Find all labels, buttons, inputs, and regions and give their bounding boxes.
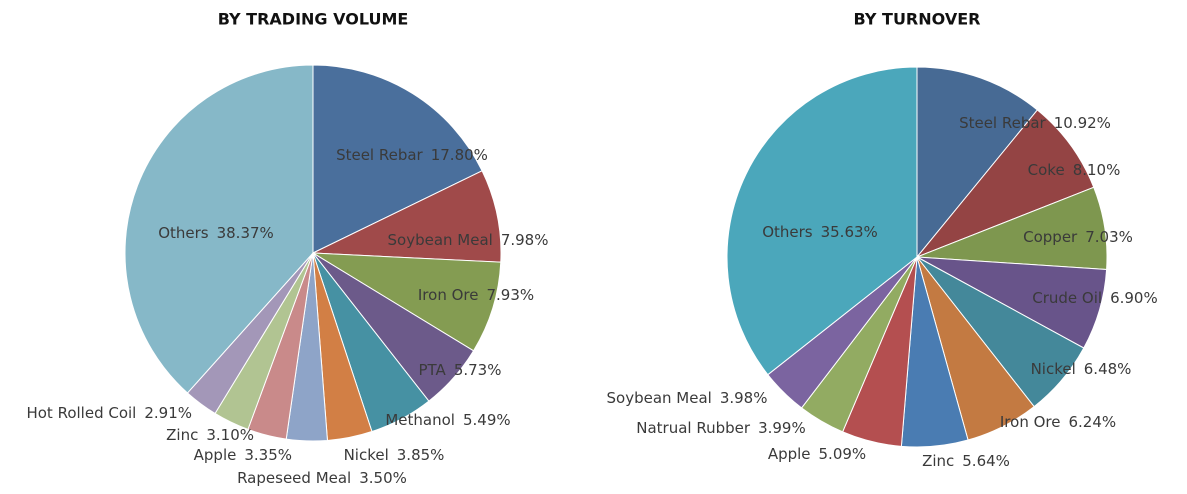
slice-value: 3.85%: [397, 446, 445, 464]
slice-category: Apple: [768, 445, 811, 463]
chart-title: BY TRADING VOLUME: [218, 10, 409, 29]
slice-value: 5.09%: [819, 445, 867, 463]
slice-label: Methanol 5.49%: [385, 411, 510, 429]
slice-label: Steel Rebar 17.80%: [336, 146, 488, 164]
slice-value: 10.92%: [1054, 114, 1111, 132]
slice-category: Steel Rebar: [959, 114, 1046, 132]
slice-label: Nickel 6.48%: [1031, 360, 1132, 378]
slice-value: 5.49%: [463, 411, 511, 429]
slice-category: Hot Rolled Coil: [26, 404, 136, 422]
slice-value: 17.80%: [431, 146, 488, 164]
slice-value: 3.50%: [359, 469, 407, 487]
slice-label: Nickel 3.85%: [344, 446, 445, 464]
slice-value: 7.93%: [486, 286, 534, 304]
slice-value: 5.73%: [454, 361, 502, 379]
slice-category: Nickel: [344, 446, 389, 464]
slice-label: Copper 7.03%: [1023, 228, 1133, 246]
slice-label: Steel Rebar 10.92%: [959, 114, 1111, 132]
slice-label: Rapeseed Meal 3.50%: [237, 469, 407, 487]
slice-value: 6.90%: [1110, 289, 1158, 307]
slice-label: Soybean Meal 3.98%: [607, 389, 768, 407]
slice-category: Iron Ore: [1000, 413, 1061, 431]
slice-category: Apple: [194, 446, 237, 464]
slice-category: Others: [158, 224, 209, 242]
pie-slice: [312, 170, 502, 263]
pie-slice: [312, 252, 502, 352]
slice-value: 3.99%: [758, 419, 806, 437]
slice-label: Iron Ore 7.93%: [418, 286, 534, 304]
slice-value: 3.10%: [206, 426, 254, 444]
slice-label: Soybean Meal 7.98%: [388, 231, 549, 249]
slice-value: 6.48%: [1084, 360, 1132, 378]
slice-category: Soybean Meal: [388, 231, 493, 249]
slice-label: Hot Rolled Coil 2.91%: [26, 404, 192, 422]
slice-label: PTA 5.73%: [419, 361, 502, 379]
slice-category: Soybean Meal: [607, 389, 712, 407]
slice-label: Apple 3.35%: [194, 446, 292, 464]
slice-category: Zinc: [166, 426, 198, 444]
slice-category: Zinc: [922, 452, 954, 470]
slice-category: Nickel: [1031, 360, 1076, 378]
slice-label: Apple 5.09%: [768, 445, 866, 463]
slice-value: 38.37%: [217, 224, 274, 242]
slice-value: 2.91%: [144, 404, 192, 422]
pie-slice: [726, 66, 918, 376]
slice-value: 5.64%: [962, 452, 1010, 470]
slice-label: Coke 8.10%: [1028, 161, 1121, 179]
slice-category: Rapeseed Meal: [237, 469, 351, 487]
slice-label: Others 38.37%: [158, 224, 274, 242]
slice-label: Others 35.63%: [762, 223, 878, 241]
slice-label: Zinc 3.10%: [166, 426, 254, 444]
slice-value: 8.10%: [1073, 161, 1121, 179]
slice-label: Iron Ore 6.24%: [1000, 413, 1116, 431]
slice-value: 7.03%: [1085, 228, 1133, 246]
slice-value: 3.98%: [720, 389, 768, 407]
slice-category: Natrual Rubber: [636, 419, 751, 437]
slice-label: Crude Oil 6.90%: [1032, 289, 1157, 307]
slice-category: Crude Oil: [1032, 289, 1102, 307]
slice-category: Methanol: [385, 411, 455, 429]
slice-value: 7.98%: [501, 231, 549, 249]
slice-category: Iron Ore: [418, 286, 479, 304]
slice-category: Coke: [1028, 161, 1065, 179]
slice-value: 6.24%: [1068, 413, 1116, 431]
chart-title: BY TURNOVER: [854, 10, 981, 29]
pie-slice: [124, 64, 314, 394]
slice-value: 35.63%: [821, 223, 878, 241]
pie-slice: [915, 109, 1095, 259]
slice-value: 3.35%: [244, 446, 292, 464]
pie-slice: [312, 64, 483, 254]
slice-label: Natrual Rubber 3.99%: [636, 419, 805, 437]
slice-category: Steel Rebar: [336, 146, 423, 164]
slice-category: Others: [762, 223, 813, 241]
slice-category: Copper: [1023, 228, 1078, 246]
pie-slice: [916, 66, 1039, 259]
slice-category: PTA: [419, 361, 447, 379]
slice-label: Zinc 5.64%: [922, 452, 1010, 470]
